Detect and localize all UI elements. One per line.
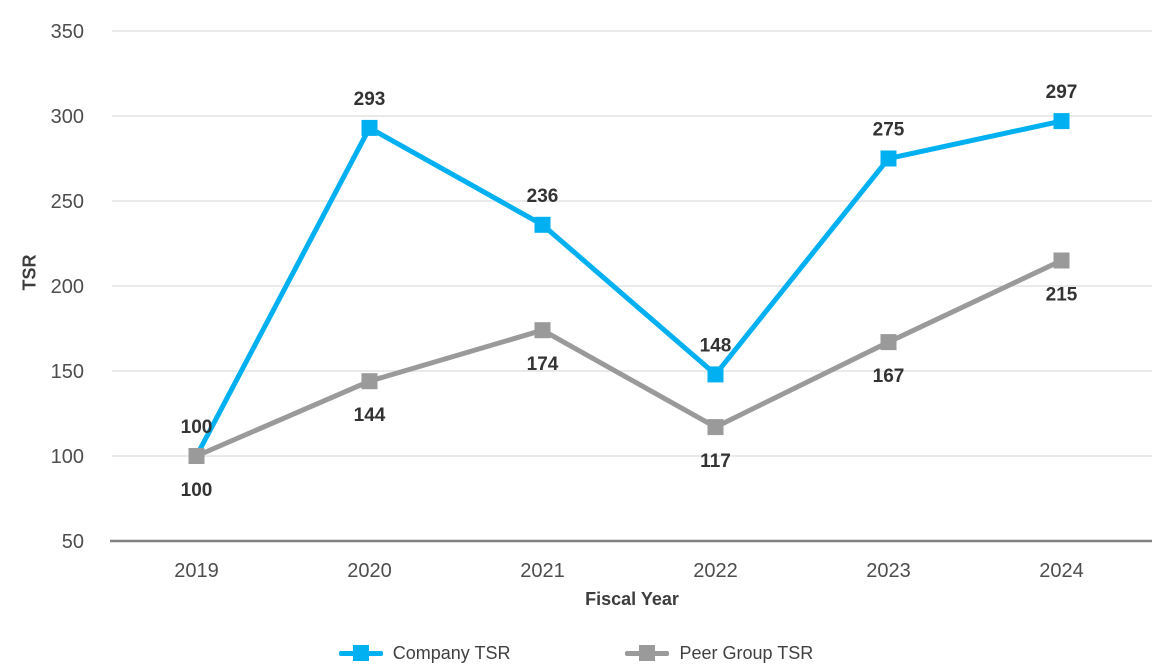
data-label-peer-group-tsr: 167: [873, 366, 905, 387]
y-tick-label: 350: [51, 21, 84, 43]
data-label-peer-group-tsr: 144: [354, 405, 386, 426]
legend-label-peer-group-tsr: Peer Group TSR: [679, 642, 814, 663]
legend-item-company-tsr: Company TSR: [338, 642, 511, 664]
data-label-peer-group-tsr: 174: [527, 354, 559, 375]
data-label-company-tsr: 297: [1046, 82, 1078, 103]
chart-legend: Company TSR Peer Group TSR: [0, 638, 1152, 668]
series-line-peer-group-tsr: [194, 258, 1064, 459]
marker-company-tsr: [534, 216, 551, 233]
y-axis-title: TSR: [19, 254, 40, 291]
data-label-peer-group-tsr: 215: [1046, 285, 1078, 306]
marker-peer-group-tsr: [1053, 252, 1070, 269]
data-label-company-tsr: 148: [700, 335, 732, 356]
marker-company-tsr: [707, 366, 724, 383]
x-axis-title: Fiscal Year: [585, 589, 679, 609]
y-tick-label: 250: [51, 191, 84, 213]
y-tick-label: 100: [51, 446, 84, 468]
data-label-company-tsr: 100: [181, 417, 213, 438]
x-tick-label: 2024: [1039, 560, 1084, 582]
data-label-company-tsr: 275: [873, 120, 905, 141]
marker-company-tsr: [361, 119, 378, 136]
data-label-company-tsr: 236: [527, 186, 559, 207]
x-tick-label: 2020: [347, 560, 392, 582]
marker-peer-group-tsr: [534, 322, 551, 339]
marker-peer-group-tsr: [880, 334, 897, 351]
peer-group-tsr-legend-marker-icon: [625, 645, 670, 661]
data-label-company-tsr: 293: [354, 89, 386, 110]
x-tick-label: 2022: [693, 560, 738, 582]
marker-company-tsr: [880, 150, 897, 167]
marker-company-tsr: [1053, 113, 1070, 130]
marker-peer-group-tsr: [188, 448, 205, 464]
x-tick-label: 2021: [520, 560, 565, 582]
legend-label-company-tsr: Company TSR: [392, 642, 511, 663]
y-tick-label: 200: [51, 276, 84, 298]
data-label-peer-group-tsr: 100: [181, 480, 213, 501]
series-line-company-tsr: [194, 118, 1064, 459]
y-tick-label: 300: [51, 106, 84, 128]
legend-item-peer-group-tsr: Peer Group TSR: [625, 643, 813, 664]
company-tsr-legend-marker-icon: [338, 645, 383, 661]
y-tick-label: 150: [51, 361, 84, 383]
y-tick-label: 50: [62, 531, 84, 553]
x-tick-label: 2019: [174, 560, 219, 582]
data-label-peer-group-tsr: 117: [700, 451, 731, 472]
marker-peer-group-tsr: [707, 419, 724, 436]
marker-peer-group-tsr: [361, 373, 378, 390]
x-tick-label: 2023: [866, 560, 911, 582]
